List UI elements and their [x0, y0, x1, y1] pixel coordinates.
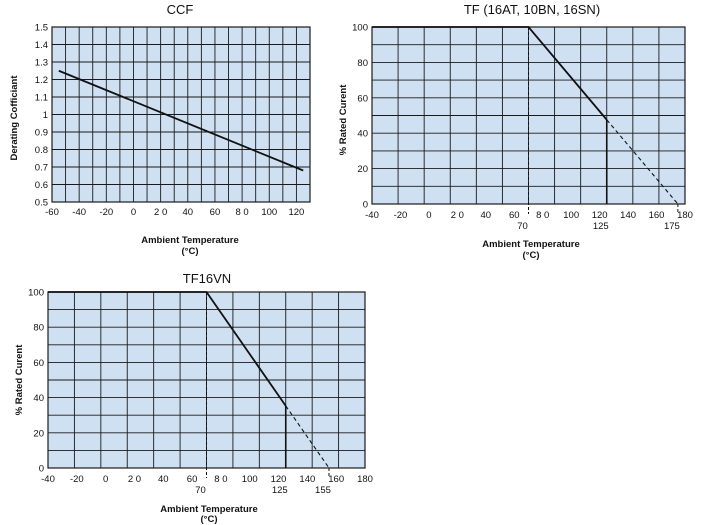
chart-ccf-y-tick-label: 0.8 — [35, 145, 48, 156]
chart-tf16vn-x-tick-label: 60 — [187, 474, 198, 485]
chart-tf16vn-series-line — [48, 291, 287, 407]
chart-tf-x-tick-label: 140 — [620, 210, 636, 221]
chart-tf-y-axis-label: % Rated Curent — [338, 84, 349, 156]
chart-ccf-y-tick-label: 0.5 — [35, 198, 48, 209]
chart-tf16vn-x-axis-label: Ambient Temperature — [160, 504, 257, 515]
chart-tf-x-tick-label: 40 — [481, 210, 492, 221]
chart-ccf-x-tick-label: 120 — [288, 207, 304, 218]
chart-tf16vn-marker-label: 125 — [272, 485, 288, 496]
chart-tf16vn-y-tick-label: 0 — [39, 464, 44, 475]
chart-tf16vn-x-tick-label: -20 — [70, 474, 84, 485]
chart-tf-marker-label: 125 — [593, 221, 609, 232]
chart-ccf-y-tick-label: 1.1 — [35, 93, 48, 104]
chart-ccf-y-tick-label: 1.5 — [35, 23, 48, 34]
chart-ccf-x-tick-label: -20 — [99, 207, 113, 218]
chart-tf16vn-y-ticks: 0 20 40 60 80 100 — [28, 288, 44, 475]
chart-tf-marker-labels: 70 125 175 — [517, 221, 680, 232]
chart-tf16vn-marker-label: 155 — [315, 485, 331, 496]
chart-tf-x-tick-label: 2 0 — [451, 210, 464, 221]
chart-ccf-x-tick-label: 100 — [261, 207, 277, 218]
chart-tf16vn-x-tick-label: 2 0 — [128, 474, 141, 485]
chart-tf16vn-y-tick-label: 20 — [33, 428, 44, 439]
chart-ccf-y-tick-label: 0.9 — [35, 128, 48, 139]
chart-tf-x-axis-unit: (°C) — [523, 250, 540, 261]
chart-tf16vn-x-tick-label: 40 — [158, 474, 169, 485]
chart-ccf-x-axis-unit: (°C) — [182, 246, 199, 257]
chart-tf-x-tick-label: 100 — [563, 210, 579, 221]
chart-tf16vn-x-axis-unit: (°C) — [201, 514, 218, 525]
chart-tf-series-line — [606, 119, 679, 205]
chart-ccf-y-tick-label: 1.2 — [35, 75, 48, 86]
chart-tf16vn-y-tick-label: 40 — [33, 393, 44, 404]
chart-ccf-y-tick-label: 0.7 — [35, 163, 48, 174]
chart-tf-y-tick-label: 20 — [357, 164, 368, 175]
chart-tf-series-line — [372, 26, 608, 121]
chart-tf-title: TF (16AT, 10BN, 16SN) — [464, 2, 600, 17]
chart-tf-plot-area — [371, 26, 686, 214]
chart-ccf-y-tick-label: 0.6 — [35, 180, 48, 191]
chart-tf-x-tick-label: -20 — [394, 210, 408, 221]
chart-ccf-y-axis-label: Derating Cofficiant — [9, 75, 20, 161]
chart-tf16vn-x-ticks: -40 -20 0 2 0 40 60 8 0 100 120 140 160 180 — [41, 474, 373, 485]
chart-tf16vn-plot-area — [47, 291, 366, 478]
chart-tf-y-tick-label: 100 — [352, 23, 368, 34]
chart-tf16vn-x-tick-label: 120 — [271, 474, 287, 485]
chart-ccf-x-tick-label: 0 — [131, 207, 136, 218]
chart-ccf-x-tick-label: 60 — [210, 207, 221, 218]
chart-tf16vn-x-tick-label: 8 0 — [214, 474, 227, 485]
chart-tf-x-ticks: -40 -20 0 2 0 40 60 8 0 100 120 140 160 180 — [365, 210, 693, 221]
chart-tf-x-tick-label: 180 — [677, 210, 693, 221]
chart-ccf-y-tick-label: 1.4 — [35, 40, 48, 51]
chart-tf-marker-label: 70 — [517, 221, 528, 232]
chart-ccf-x-tick-label: -40 — [72, 207, 86, 218]
chart-tf16vn: TF16VN -40 -20 0 2 0 40 60 8 0 100 120 140 160 180 … — [14, 271, 373, 525]
chart-ccf-x-tick-label: -60 — [45, 207, 59, 218]
chart-tf16vn-x-tick-label: 0 — [103, 474, 108, 485]
chart-tf-y-tick-label: 80 — [357, 58, 368, 69]
chart-tf-y-tick-label: 60 — [357, 93, 368, 104]
chart-tf16vn-x-tick-label: -40 — [41, 474, 55, 485]
chart-tf16vn-marker-label: 70 — [195, 485, 206, 496]
chart-ccf: CCF -60 -40 -20 0 2 0 40 60 8 0 100 120 0.50.60.7… — [9, 2, 311, 257]
chart-tf16vn-marker-labels: 70 125 155 — [195, 485, 331, 496]
chart-tf-x-tick-label: 0 — [426, 210, 431, 221]
chart-tf16vn-title: TF16VN — [183, 271, 231, 286]
chart-ccf-x-ticks: -60 -40 -20 0 2 0 40 60 8 0 100 120 — [45, 207, 304, 218]
chart-tf-x-tick-label: 160 — [649, 210, 665, 221]
chart-ccf-x-axis-label: Ambient Temperature — [141, 235, 238, 246]
chart-ccf-y-ticks: 0.5 0.6 0.7 0.8 0.9 1 1.1 1.2 1.3 1.4 1.5 — [35, 23, 48, 209]
chart-tf-x-tick-label: -40 — [365, 210, 379, 221]
chart-ccf-plot-area — [51, 26, 311, 203]
chart-tf-y-ticks: 0 20 40 60 80 100 — [352, 23, 368, 211]
chart-ccf-x-tick-label: 2 0 — [154, 207, 167, 218]
chart-tf16vn-y-tick-label: 80 — [33, 323, 44, 334]
chart-tf-x-tick-label: 8 0 — [536, 210, 549, 221]
chart-tf-y-tick-label: 0 — [363, 200, 368, 211]
chart-tf16vn-y-tick-label: 60 — [33, 358, 44, 369]
chart-tf16vn-x-tick-label: 140 — [299, 474, 315, 485]
chart-ccf-x-tick-label: 40 — [183, 207, 194, 218]
chart-tf16vn-x-tick-label: 100 — [242, 474, 258, 485]
chart-ccf-x-tick-label: 8 0 — [235, 207, 248, 218]
chart-tf16vn-series-line — [285, 405, 330, 469]
chart-tf-x-tick-label: 60 — [509, 210, 520, 221]
chart-ccf-y-tick-label: 1 — [43, 110, 48, 121]
chart-ccf-y-tick-label: 1.3 — [35, 58, 48, 69]
chart-tf-x-tick-label: 120 — [592, 210, 608, 221]
chart-tf16vn-y-axis-label: % Rated Curent — [14, 344, 25, 416]
chart-tf-marker-label: 175 — [664, 221, 680, 232]
chart-tf-y-tick-label: 40 — [357, 129, 368, 140]
chart-ccf-series-line — [58, 69, 304, 172]
chart-ccf-title: CCF — [167, 2, 194, 17]
chart-tf16vn-y-tick-label: 100 — [28, 288, 44, 299]
chart-tf-x-axis-label: Ambient Temperature — [482, 239, 579, 250]
chart-tf16vn-x-tick-label: 160 — [328, 474, 344, 485]
chart-tf16vn-x-tick-label: 180 — [357, 474, 373, 485]
